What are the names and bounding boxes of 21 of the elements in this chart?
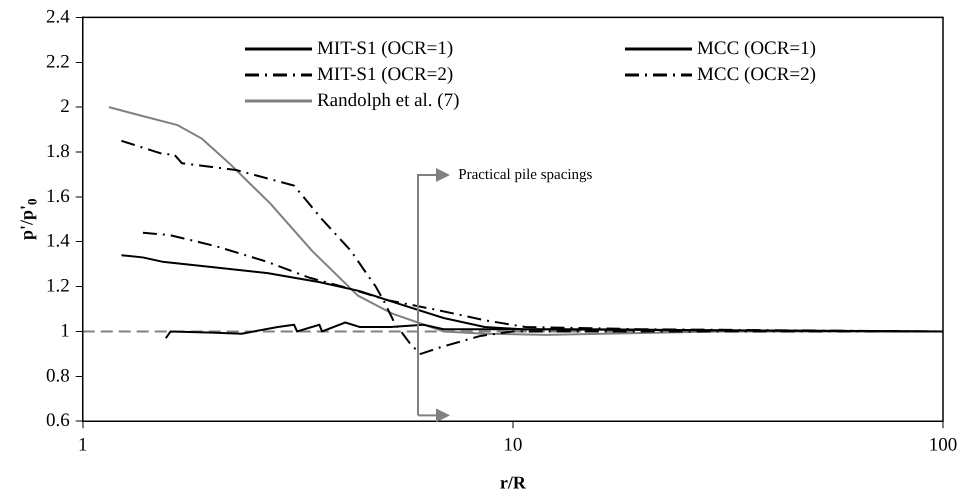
- x-tick-label: 10: [503, 434, 522, 456]
- y-tick-label: 2: [60, 96, 70, 118]
- y-axis-title: p'/p'0: [16, 198, 40, 240]
- legend-label: Randolph et al. (7): [317, 90, 460, 111]
- legend-label: MCC (OCR=2): [697, 64, 816, 85]
- x-axis-title: r/R: [500, 472, 527, 493]
- y-tick-label: 1.8: [46, 140, 70, 162]
- x-tick-label: 100: [928, 434, 958, 456]
- y-tick-label: 1: [60, 320, 70, 342]
- legend-label: MCC (OCR=1): [697, 38, 816, 59]
- annotation: Practical pile spacings: [458, 166, 593, 183]
- y-tick-label: 0.8: [46, 365, 70, 386]
- y-tick-label: 2.2: [46, 51, 70, 72]
- x-tick-label: 1: [78, 434, 88, 456]
- legend-label: MIT-S1 (OCR=1): [317, 38, 454, 59]
- legend-label: MIT-S1 (OCR=2): [317, 64, 454, 85]
- y-tick-label: 2.4: [46, 6, 70, 28]
- y-tick-label: 1.4: [46, 230, 70, 252]
- y-tick-label: 1.6: [46, 186, 70, 207]
- y-tick-label: 0.6: [46, 410, 70, 432]
- y-tick-label: 1.2: [46, 276, 70, 297]
